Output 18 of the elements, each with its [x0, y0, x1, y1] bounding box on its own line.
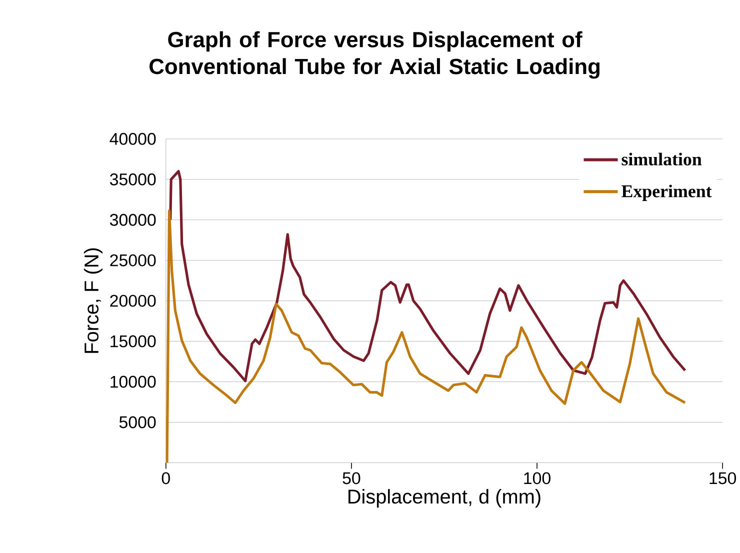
y-tick-label: 40000 — [110, 133, 156, 146]
x-tick-label: 150 — [710, 472, 736, 484]
x-tick-label: 100 — [524, 472, 550, 484]
legend-label: Experiment — [622, 184, 712, 202]
line-series — [166, 210, 686, 463]
y-tick-label: 15000 — [110, 335, 156, 348]
y-axis-title: Force, F (N) — [84, 248, 102, 353]
legend-label: simulation — [622, 152, 702, 166]
x-axis-title: Displacement, d (mm) — [348, 489, 540, 508]
x-tick-label: 50 — [342, 472, 360, 484]
chart-title: Graph of Force versus Displacement of Conventional Tube for Axial Static Loading — [150, 31, 600, 79]
y-tick-label: 20000 — [110, 294, 156, 307]
y-tick-label: 25000 — [110, 254, 156, 267]
y-tick-label: 10000 — [110, 376, 156, 388]
y-tick-label: 30000 — [110, 214, 156, 226]
y-tick-label: 35000 — [110, 174, 156, 186]
x-tick-label: 0 — [162, 472, 170, 484]
y-tick-label: 5000 — [119, 416, 156, 428]
